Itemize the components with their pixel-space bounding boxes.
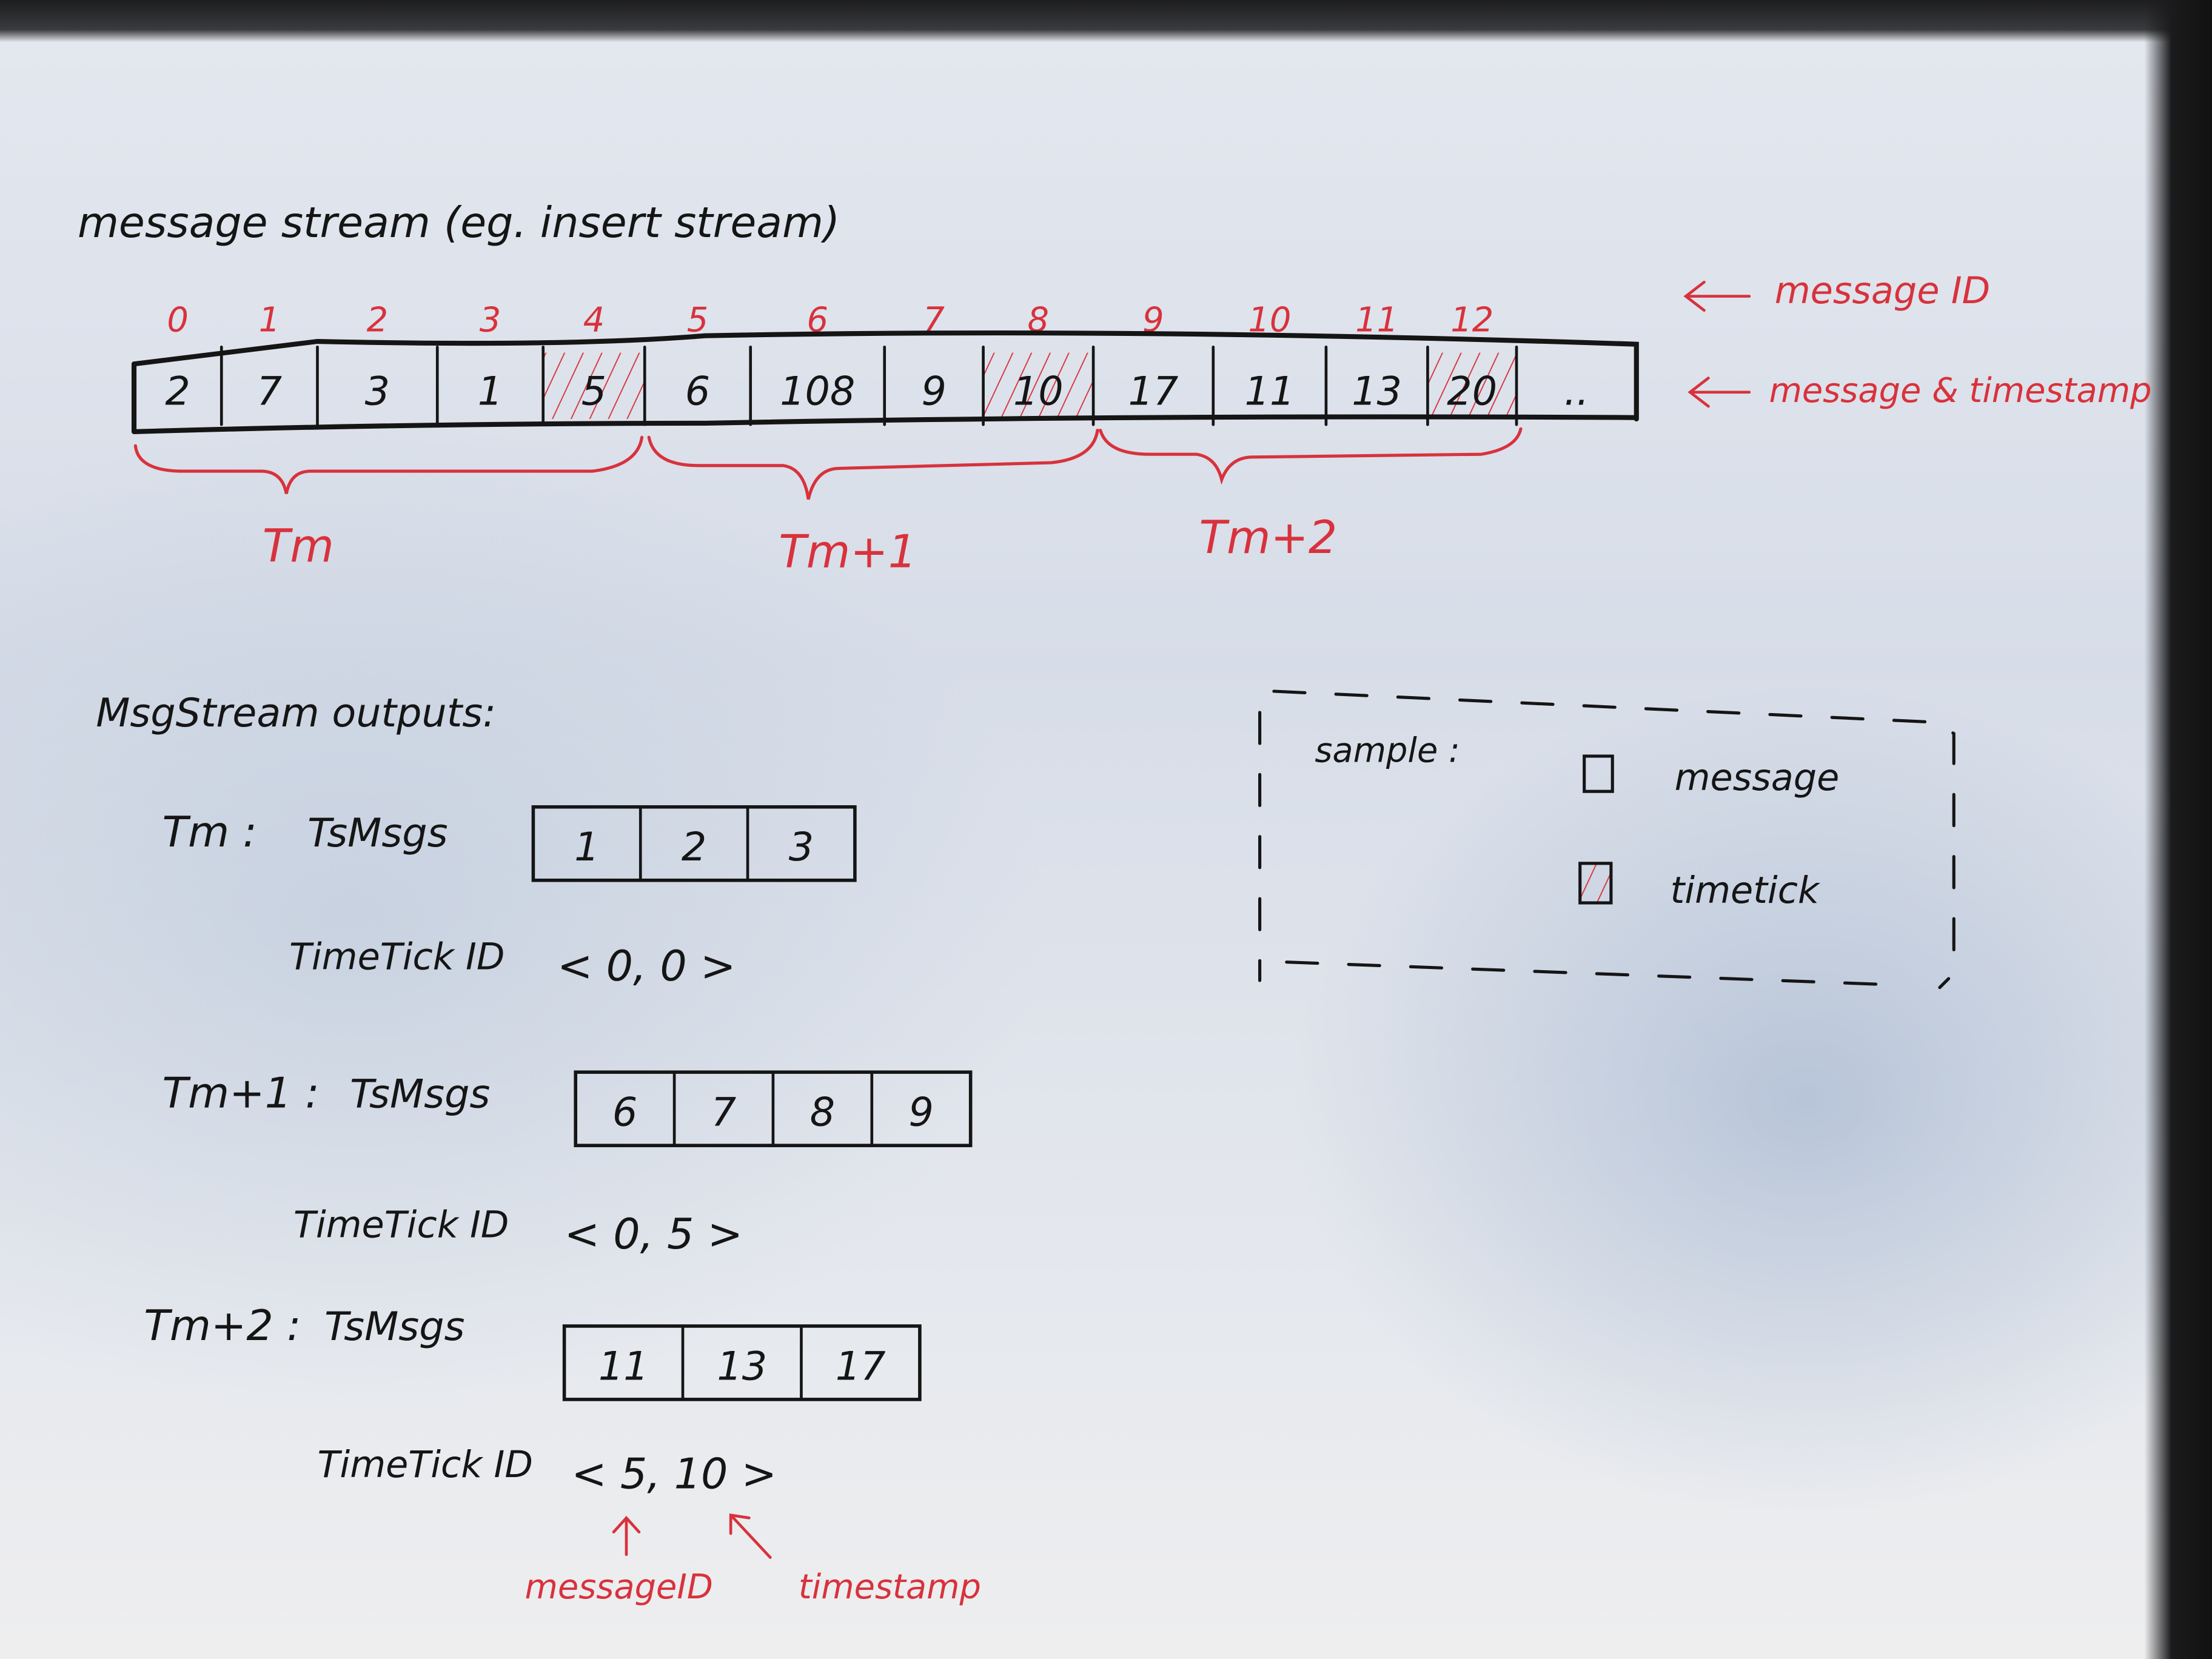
tsmsgs-value: 13 [717,1344,767,1389]
stream-cell-timetick: 108 [983,301,1094,419]
stream-message-id: 2 [367,301,389,340]
stream-cell-value: 108 [780,369,855,415]
stream-cell-message: 65 [685,301,710,415]
tsmsgs-box [531,805,857,882]
stream-cell-message: 13 11 [1352,301,1402,415]
message-timestamp-annotation: message & timestamp [1687,371,2152,411]
stream-cell-timetick: 54 [543,301,645,419]
brace-tm: Tm [133,435,644,572]
output-tm-plus-2: Tm+2 : TsMsgs 11 13 17 TimeTick ID < 5, 10 > [144,1301,922,1498]
output-name: Tm+1 : [163,1068,320,1118]
stream-cell-value: 5 [581,369,606,415]
legend-message-label: message [1675,757,1840,799]
tsmsgs-value: 11 [598,1344,649,1389]
stream-cell-value: 9 [921,369,946,415]
timetick-hatch [983,352,1094,419]
tsmsgs-box [562,1324,922,1401]
tsmsgs-value: 3 [789,825,814,870]
tsmsgs-value: 2 [682,825,706,870]
arrow-left-icon [1683,280,1751,312]
stream-cell-message: 71 [257,301,282,415]
arrow-up-left-icon [729,1513,772,1559]
arrow-up-icon [612,1515,641,1557]
stream-cell-value: .. [1564,369,1589,415]
outputs-list: Tm : TsMsgs 1 2 3 TimeTick ID < 0, 0 > Tm+1 : Ts… [144,805,973,1498]
stream-message-id: 0 [167,301,189,340]
timetick-id-label: TimeTick ID [289,936,504,978]
stream-cell-value: 6 [685,369,710,415]
stream-message-id: 11 [1355,301,1398,340]
timetick-hatch [1427,352,1517,419]
stream-message-id: 3 [480,301,501,340]
stream-message-id: 12 [1450,301,1493,340]
table-edge-right [2144,0,2212,1659]
tsmsgs-label: TsMsgs [307,811,447,856]
stream-cell-value: 11 [1244,369,1295,415]
output-name: Tm : [163,808,257,857]
stream-cell-message: 32 [365,301,390,415]
tsmsgs-value: 8 [810,1090,835,1136]
stream-cell-message: 13 [478,301,503,415]
message-id-annotation: message ID [1683,270,1990,312]
tsmsgs-value: 9 [909,1090,934,1136]
timetick-id-value: < 0, 5 > [565,1210,743,1259]
stream-outline [131,330,1639,434]
legend-title: sample : [1315,731,1460,770]
tsmsgs-label: TsMsgs [350,1071,490,1117]
diagram-title: message stream (eg. insert stream) [78,198,840,247]
stream-cell-value: 1 [478,369,503,415]
timetick-hatch [543,352,645,419]
group-label-tm-plus-2: Tm+2 [1199,511,1338,564]
outputs-heading: MsgStream outputs: [96,691,496,736]
timetick-swatch-icon [1578,862,1613,905]
tsmsgs-value: 17 [836,1344,886,1389]
stream-cell-value: 20 [1447,369,1497,415]
legend-box: sample : message timetick [1258,689,1956,990]
timetick-id-label: TimeTick ID [317,1444,532,1486]
legend-timetick-label: timetick [1671,870,1820,912]
timetick-annotations: messageID timestamp [525,1513,981,1607]
stream-cell-message: 179 [1128,301,1179,415]
arrow-left-icon [1687,377,1751,408]
timetick-id-value: < 0, 0 > [557,942,736,991]
group-label-tm: Tm [263,520,334,572]
tsmsgs-value: 7 [711,1090,736,1136]
brace-tm-plus-1: Tm+1 [647,429,1099,578]
stream-cell-message: .. [1564,369,1589,415]
tsmsgs-value: 1 [574,825,599,870]
stream-message-id: 4 [583,301,605,340]
stream-cell-value: 2 [165,369,190,415]
brace-tm-plus-2: Tm+2 [1099,427,1523,564]
stream-cell-message: 20 [165,301,190,415]
tsmsgs-value: 6 [612,1090,637,1136]
stream-message-id: 1 [259,301,281,340]
output-name: Tm+2 : [144,1301,301,1350]
message-swatch-icon [1583,754,1614,793]
annotation-timestamp: timestamp [799,1567,981,1607]
stream-cell-value: 10 [1013,369,1064,415]
annotation-message-id: messageID [525,1567,712,1607]
group-label-tm-plus-1: Tm+1 [779,525,917,578]
stream-cell-value: 7 [257,369,282,415]
output-tm-plus-1: Tm+1 : TsMsgs 6 7 8 9 TimeTick ID < 0, 5 > [163,1068,973,1259]
stream-cell-message: 97 [921,301,946,415]
tsmsgs-label: TsMsgs [324,1304,464,1350]
output-tm: Tm : TsMsgs 1 2 3 TimeTick ID < 0, 0 > [163,805,857,991]
stream-cell-value: 13 [1352,369,1402,415]
stream-cell-value: 17 [1128,369,1179,415]
stream-cell-value: 3 [365,369,390,415]
timetick-id-value: < 5, 10 > [571,1449,777,1498]
message-timestamp-label: message & timestamp [1769,371,2151,411]
message-id-label: message ID [1775,270,1990,312]
table-edge [0,0,2212,42]
timetick-id-label: TimeTick ID [293,1204,509,1246]
